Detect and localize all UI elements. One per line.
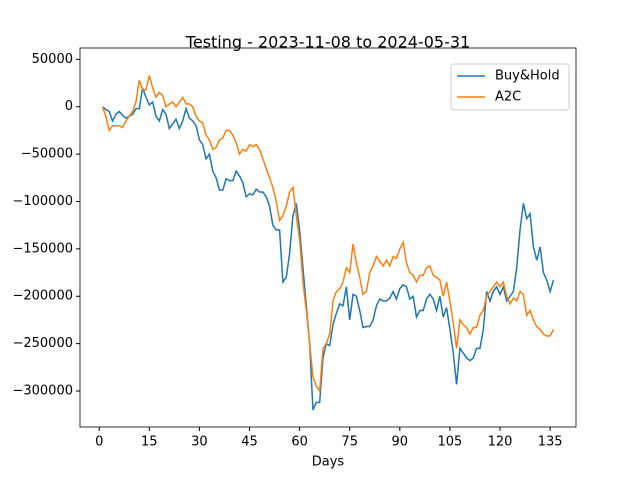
- legend-label: Buy&Hold: [495, 69, 560, 84]
- x-tick-label: 15: [141, 435, 158, 450]
- x-tick-label: 90: [392, 435, 409, 450]
- y-tick-label: 0: [65, 99, 73, 114]
- x-tick-label: 45: [241, 435, 258, 450]
- y-tick-label: −50000: [21, 147, 73, 162]
- x-tick-label: 30: [191, 435, 208, 450]
- x-tick-label: 0: [95, 435, 103, 450]
- y-tick-label: 50000: [32, 52, 73, 67]
- x-tick-label: 120: [488, 435, 513, 450]
- y-tick-label: −200000: [12, 289, 73, 304]
- x-tick-label: 60: [291, 435, 308, 450]
- plot-frame: [79, 47, 577, 428]
- series-line: [101, 75, 555, 394]
- y-tick-label: −300000: [12, 383, 73, 398]
- legend-label: A2C: [495, 90, 521, 105]
- x-tick-label: 75: [341, 435, 358, 450]
- x-tick-label: 135: [538, 435, 563, 450]
- x-axis-label: Days: [312, 455, 345, 470]
- series-line: [102, 87, 555, 411]
- x-tick-label: 105: [437, 435, 462, 450]
- y-tick-label: −150000: [12, 241, 73, 256]
- y-tick-label: −100000: [12, 194, 73, 209]
- chart-title: Testing - 2023-11-08 to 2024-05-31: [185, 33, 470, 52]
- y-tick-label: −250000: [12, 336, 73, 351]
